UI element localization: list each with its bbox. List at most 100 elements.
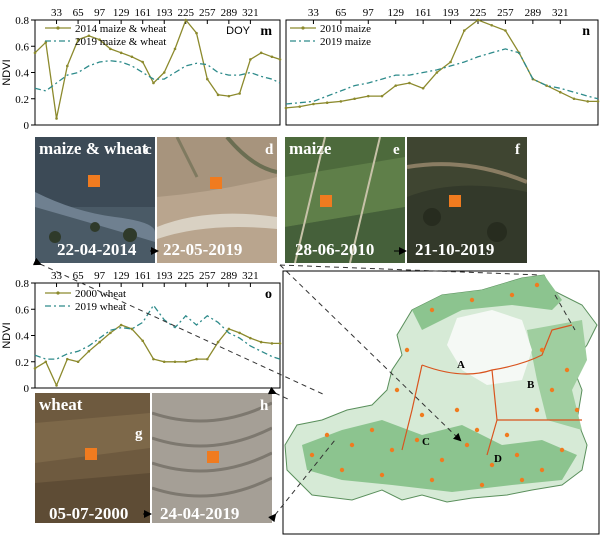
y-tick-label: 0.4 <box>15 68 29 80</box>
data-point <box>109 331 112 335</box>
data-point <box>408 81 411 85</box>
data-point <box>278 58 282 61</box>
x-tick-label: 225 <box>178 7 195 19</box>
data-point <box>87 349 91 353</box>
x-tick-label: 97 <box>363 7 375 19</box>
data-point <box>184 18 188 22</box>
data-point <box>206 357 209 361</box>
data-point <box>33 51 37 55</box>
data-point <box>44 41 48 44</box>
photo-h-letter: h <box>260 398 269 414</box>
data-point <box>270 342 274 345</box>
data-point <box>259 340 263 344</box>
data-point <box>55 117 58 120</box>
plot-frame <box>34 282 281 389</box>
map-label-b: B <box>527 379 535 391</box>
data-point <box>206 77 209 81</box>
photo-e-title: maize <box>289 139 332 158</box>
x-tick-label: 321 <box>242 7 259 19</box>
y-tick-label: 0.2 <box>15 94 29 106</box>
x-tick-label: 321 <box>242 270 259 282</box>
x-tick-label: 161 <box>415 7 432 19</box>
panel-letter: n <box>582 24 590 39</box>
photo-d-letter: d <box>265 142 274 158</box>
data-point <box>353 97 356 101</box>
photo-row-top: maize & wheat c 22-04-2014 d 22-05-2019 … <box>35 137 600 265</box>
data-point <box>44 360 48 364</box>
data-point <box>195 357 198 361</box>
data-point <box>270 55 274 59</box>
data-point <box>278 342 282 345</box>
x-tick-label: 33 <box>308 7 320 19</box>
x-tick-label: 193 <box>156 7 173 19</box>
y-tick-label: 0 <box>24 383 30 395</box>
x-tick-label: 257 <box>199 270 216 282</box>
x-tick-label: 257 <box>199 7 216 19</box>
y-tick-label: 0.8 <box>15 278 29 290</box>
y-axis-label: NDVI <box>1 59 13 85</box>
x-tick-label: 129 <box>113 7 130 19</box>
photo-e: maize e 28-06-2010 <box>285 137 405 263</box>
data-point <box>572 97 576 101</box>
legend-marker <box>56 291 60 295</box>
data-point <box>249 336 252 340</box>
chart-m: 33 65 97 129 161 193 225 257 289 321 0.8 0.6 0.4 0.2 0… <box>1 7 282 132</box>
photo-f-date: 21-10-2019 <box>415 240 494 259</box>
data-point <box>33 367 37 370</box>
series-line <box>34 60 281 92</box>
x-tick-label: 225 <box>178 270 195 282</box>
data-point <box>66 357 69 361</box>
data-point <box>152 81 155 85</box>
y-tick-label: 0 <box>24 120 30 132</box>
y-axis-label: NDVI <box>1 322 13 348</box>
data-point <box>435 71 439 74</box>
x-tick-label: 289 <box>221 270 238 282</box>
data-point <box>227 94 231 98</box>
data-point <box>284 106 288 110</box>
sample-marker <box>88 175 100 187</box>
sample-marker <box>85 448 97 460</box>
data-point <box>173 360 177 364</box>
y-tick-label: 0.6 <box>15 304 29 316</box>
data-point <box>98 38 101 41</box>
data-point <box>298 105 302 108</box>
map-label-c: C <box>422 436 430 448</box>
data-point <box>380 94 384 98</box>
y-tick-label: 0.2 <box>15 357 29 369</box>
panel-letter: o <box>265 287 272 302</box>
photo-c-title: maize & wheat <box>39 139 148 158</box>
legend-label: 2010 maize <box>320 23 371 35</box>
y-tick-label: 0.6 <box>15 41 29 53</box>
x-tick-label: 65 <box>73 7 85 19</box>
data-point <box>87 34 91 38</box>
photo-g-title: wheat <box>39 395 83 414</box>
x-tick-label: 65 <box>73 270 85 282</box>
data-point <box>476 18 480 22</box>
photo-c-letter: c <box>145 142 152 158</box>
x-tick-label: 161 <box>134 270 151 282</box>
data-point <box>216 340 220 344</box>
photo-c-date: 22-04-2014 <box>57 240 137 259</box>
data-point <box>462 29 466 32</box>
photo-f: f 21-10-2019 <box>407 137 527 263</box>
data-point <box>109 47 112 51</box>
data-point <box>173 47 177 51</box>
chart-o: 33 65 97 129 161 193 225 257 289 321 0.8 0.6 0.4 0.2 0… <box>1 270 282 395</box>
map-label-d: D <box>494 453 502 465</box>
data-point <box>238 331 241 335</box>
data-point <box>66 64 69 68</box>
data-point <box>162 360 166 364</box>
x-axis-label: DOY <box>226 25 251 37</box>
x-tick-label: 257 <box>497 7 514 19</box>
y-tick-label: 0.4 <box>15 331 29 343</box>
data-point <box>366 94 370 98</box>
x-tick-label: 129 <box>113 270 130 282</box>
x-tick-label: 33 <box>51 7 63 19</box>
data-point <box>162 71 166 74</box>
photo-h-date: 24-04-2019 <box>160 504 239 523</box>
x-tick-label: 97 <box>94 7 106 19</box>
data-point <box>504 29 507 32</box>
legend-label: 2000 wheat <box>75 288 126 300</box>
data-point <box>76 38 80 41</box>
data-point <box>339 100 343 103</box>
